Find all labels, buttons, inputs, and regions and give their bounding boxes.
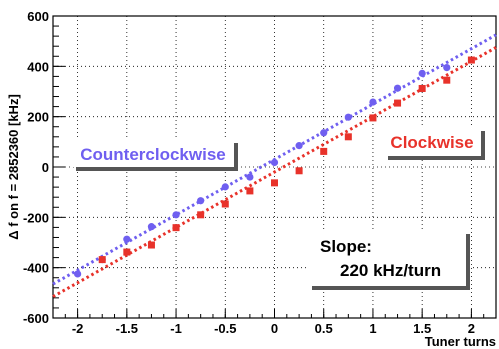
counterclockwise-point	[123, 235, 131, 243]
clockwise-point	[369, 114, 377, 122]
y-tick-label: -600	[23, 311, 49, 326]
y-tick-label: 600	[27, 9, 49, 24]
y-tick-label: 400	[27, 59, 49, 74]
slope-annotation-box	[308, 230, 466, 286]
clockwise-point	[221, 200, 229, 208]
clockwise-point	[394, 99, 402, 107]
counterclockwise-point	[344, 113, 352, 121]
x-tick-label: -1.5	[116, 321, 138, 336]
clockwise-point	[320, 147, 328, 155]
counterclockwise-point	[147, 223, 156, 231]
clockwise-point	[418, 84, 426, 92]
clockwise-point	[295, 167, 303, 175]
clockwise-point	[246, 187, 254, 195]
clockwise-point	[271, 179, 278, 187]
slope-annotation-line1: Slope:	[320, 237, 372, 256]
counterclockwise-point	[270, 158, 279, 167]
y-tick-label: 0	[42, 160, 49, 175]
counterclockwise-point	[418, 69, 426, 77]
clockwise-point	[98, 256, 106, 264]
clockwise-point	[172, 224, 180, 232]
clockwise-point	[197, 211, 205, 219]
x-tick-label: -2	[72, 321, 84, 336]
x-tick-label: -0.5	[214, 321, 236, 336]
slope-annotation: Slope: 220 kHz/turn	[308, 230, 470, 290]
clockwise-point	[123, 248, 131, 256]
y-tick-label: -200	[23, 210, 49, 225]
clockwise-point	[147, 241, 155, 249]
counterclockwise-point	[172, 211, 180, 219]
data-points	[74, 56, 475, 278]
clockwise-point	[443, 76, 451, 84]
counterclockwise-point	[393, 84, 402, 92]
counterclockwise-point	[221, 183, 229, 191]
clockwise-point	[467, 56, 475, 64]
x-tick-label: 0.5	[315, 321, 333, 336]
counterclockwise-point	[197, 197, 205, 205]
legend-counterclockwise-label: Counterclockwise	[80, 145, 226, 164]
counterclockwise-point	[74, 270, 82, 278]
x-tick-label: 1.5	[413, 321, 431, 336]
y-tick-label: 200	[27, 110, 49, 125]
legend-counterclockwise-box	[72, 139, 234, 167]
legend-clockwise-label: Clockwise	[390, 133, 473, 152]
x-tick-label: 0	[271, 321, 278, 336]
counterclockwise-point	[369, 98, 377, 106]
counterclockwise-point	[320, 129, 328, 137]
x-axis-title: Tuner turns	[425, 334, 496, 349]
counterclockwise-point	[443, 63, 451, 72]
legend-clockwise: Clockwise	[384, 127, 485, 160]
clockwise-point	[344, 133, 352, 141]
x-tick-label: 1	[369, 321, 376, 336]
x-tick-label: 2	[468, 321, 475, 336]
counterclockwise-point	[295, 142, 303, 150]
y-tick-label: -400	[23, 261, 49, 276]
y-axis-title: Δ f on f = 2852360 [kHz]	[6, 94, 21, 240]
axis-ticks: -2 -1.5 -1 -0.5 0 0.5 1 1.5 2 -600 -400 -200 0 200 400…	[23, 9, 485, 336]
counterclockwise-point	[246, 173, 254, 181]
legend-clockwise-box	[384, 127, 481, 156]
slope-annotation-line2: 220 kHz/turn	[340, 261, 441, 280]
x-tick-label: -1	[170, 321, 182, 336]
legend-counterclockwise: Counterclockwise	[72, 139, 238, 171]
